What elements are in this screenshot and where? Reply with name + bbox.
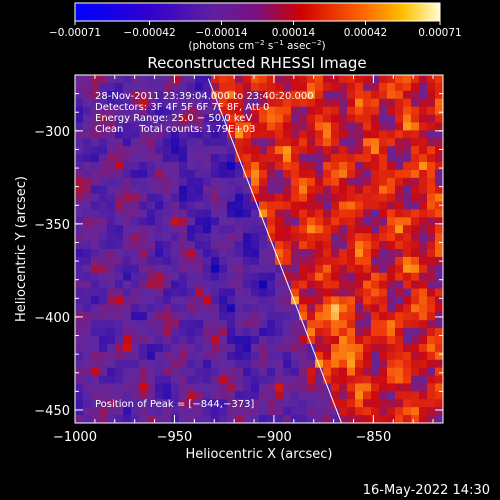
colorbar-label-mid2: asec (284, 40, 312, 52)
info-line-time: 28-Nov-2011 23:39:04.000 to 23:40:20.000 (95, 91, 314, 102)
info-line-detectors: Detectors: 3F 4F 5F 6F 7F 8F, Att 0 (95, 102, 269, 113)
colorbar-label-exp1: −2 (254, 39, 264, 47)
y-axis-label: Heliocentric Y (arcsec) (14, 176, 29, 322)
colorbar-label-post: ) (322, 40, 326, 52)
x-tick-label: −1000 (53, 430, 97, 445)
heatmap-image (75, 75, 443, 423)
colorbar-tick-label: −0.00014 (195, 27, 248, 39)
colorbar-label-pre: (photons cm (188, 40, 254, 52)
peak-position-label: Position of Peak = [−844,−373] (95, 399, 254, 410)
chart-title: Reconstructed RHESSI Image (147, 54, 366, 72)
timestamp-footer: 16-May-2022 14:30 (362, 483, 490, 498)
y-tick-label: −350 (34, 218, 70, 233)
info-line-counts: Clean Total counts: 1.79E+03 (95, 124, 255, 135)
colorbar-label: (photons cm−2 s−1 asec−2) (188, 39, 325, 52)
colorbar-tick-label: 0.00042 (344, 27, 387, 39)
solar-limb-line (207, 78, 343, 423)
x-tick-label: −950 (157, 430, 193, 445)
plot-frame (74, 74, 444, 424)
colorbar-tick-label: −0.00042 (123, 27, 175, 39)
x-tick-label: −900 (256, 430, 292, 445)
info-line-energy: Energy Range: 25.0 − 50.0 keV (95, 113, 252, 124)
colorbar-label-exp2: −1 (273, 39, 283, 47)
x-axis-label: Heliocentric X (arcsec) (186, 447, 333, 462)
colorbar-label-exp3: −2 (311, 39, 321, 47)
x-tick-label: −850 (356, 430, 392, 445)
axis-ticks: −1000 −950 −900 −850 −300 −350 −400 −450 (34, 74, 443, 445)
info-text: 28-Nov-2011 23:39:04.000 to 23:40:20.000… (95, 91, 314, 410)
colorbar: −0.00071 −0.00042 −0.00014 0.00014 0.00042 0.… (49, 2, 462, 52)
y-tick-label: −400 (34, 311, 70, 326)
colorbar-tick-label: 0.00071 (418, 27, 461, 39)
colorbar-tick-label: 0.00014 (272, 27, 316, 39)
colorbar-tick-label: −0.00071 (49, 27, 101, 39)
colorbar-gradient (74, 2, 441, 22)
y-tick-label: −300 (34, 125, 70, 140)
colorbar-label-mid: s (265, 40, 274, 52)
y-tick-label: −450 (34, 404, 70, 419)
